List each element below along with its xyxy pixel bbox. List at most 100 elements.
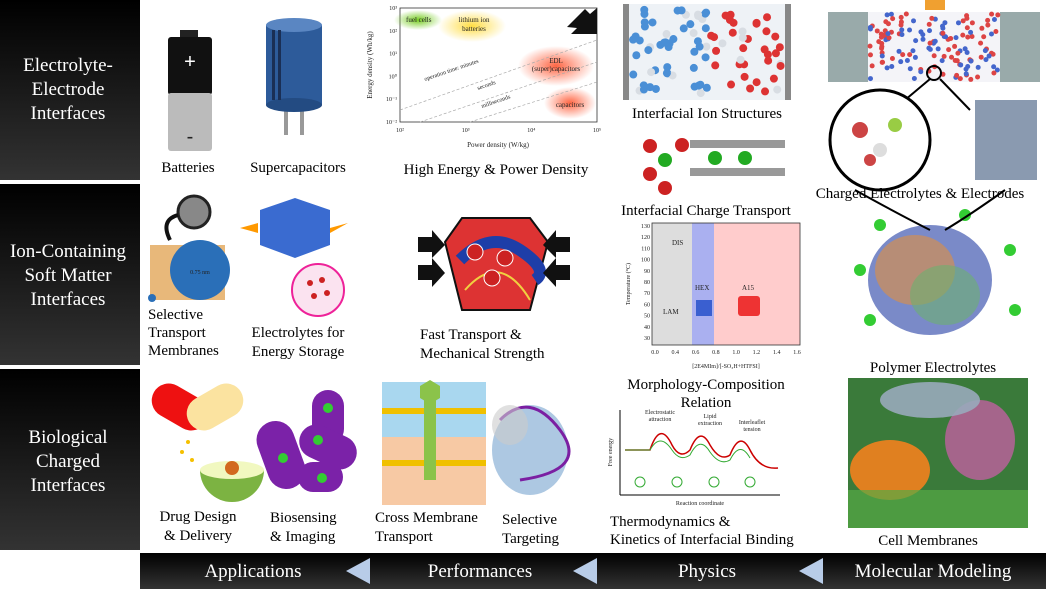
caption: Supercapacitors xyxy=(250,160,346,176)
tick-label: 60 xyxy=(644,302,650,308)
md-electrode-figure xyxy=(828,0,1040,192)
caption: Batteries xyxy=(161,160,214,176)
ion xyxy=(696,89,705,98)
atom xyxy=(989,11,995,17)
tick-label: 10¹ xyxy=(389,52,397,58)
row-label: Charged xyxy=(36,451,101,472)
row-label: Interfaces xyxy=(31,475,106,496)
electrolyte-icon xyxy=(240,198,348,317)
atom xyxy=(968,58,974,64)
atom xyxy=(982,48,988,54)
atom xyxy=(994,67,1000,73)
atom xyxy=(962,46,968,52)
atom xyxy=(978,40,984,46)
tick-label: 130 xyxy=(641,224,650,230)
atom xyxy=(981,34,987,40)
ion xyxy=(701,9,710,18)
atom xyxy=(886,35,892,41)
atom xyxy=(963,71,969,77)
row-box xyxy=(0,0,140,180)
atom xyxy=(898,22,904,28)
caption: & Delivery xyxy=(164,528,232,544)
ion xyxy=(702,83,711,92)
atom xyxy=(926,21,932,27)
ion xyxy=(663,63,672,72)
tick-label: 10² xyxy=(389,29,397,35)
atom xyxy=(884,12,890,18)
atom xyxy=(879,53,885,59)
atom xyxy=(904,57,910,63)
tick-label: 1.4 xyxy=(773,350,781,356)
atom xyxy=(899,32,905,38)
caption: High Energy & Power Density xyxy=(404,162,589,178)
atom xyxy=(903,11,909,17)
atom xyxy=(907,66,913,72)
ion xyxy=(640,22,649,31)
tick-label: 10³ xyxy=(389,6,397,12)
ion xyxy=(761,87,770,96)
atom xyxy=(867,43,873,49)
ion xyxy=(729,18,738,27)
ion xyxy=(764,56,773,65)
atom xyxy=(880,59,886,65)
tick-label: 110 xyxy=(641,246,650,252)
atom xyxy=(867,26,873,32)
atom xyxy=(876,39,882,45)
atom xyxy=(985,17,991,23)
caption: & Imaging xyxy=(270,529,336,545)
phase-label: A15 xyxy=(742,284,755,292)
atom xyxy=(995,12,1001,18)
ion xyxy=(727,80,736,89)
ion xyxy=(773,85,782,94)
atom xyxy=(955,50,961,56)
ion xyxy=(639,85,648,94)
note: Electrostatic xyxy=(645,410,675,416)
ragone-plot: fuel cells lithium ion batteries EDL (su… xyxy=(366,6,601,149)
atom xyxy=(900,52,906,58)
atom xyxy=(983,57,989,63)
tick-label: 40 xyxy=(644,325,650,331)
tick-label: 10⁻¹ xyxy=(386,97,397,103)
atom xyxy=(888,11,894,17)
ion xyxy=(736,55,745,64)
polymer-figure xyxy=(854,189,1021,335)
atom xyxy=(879,44,885,50)
ion xyxy=(690,47,699,56)
atom xyxy=(985,22,991,28)
atom xyxy=(964,49,970,55)
phase-label: HEX xyxy=(695,284,709,292)
caption: Charged Electrolytes & Electrodes xyxy=(816,186,1025,202)
protein-icon xyxy=(492,405,571,495)
capacitor-icon xyxy=(266,18,322,135)
tick-label: 1.2 xyxy=(753,350,761,356)
tick-label: 120 xyxy=(641,235,650,241)
caption: Cross Membrane xyxy=(375,510,478,526)
atom xyxy=(940,23,946,29)
region-label: lithium ion xyxy=(459,16,490,24)
ion xyxy=(644,46,653,55)
atom xyxy=(867,52,873,58)
atom xyxy=(918,29,924,35)
phase-label: LAM xyxy=(663,308,679,316)
row-label: Ion-Containing xyxy=(10,241,127,262)
atom xyxy=(965,34,971,40)
ion xyxy=(690,82,699,91)
cross-membrane-icon xyxy=(382,380,486,505)
axis-label: Energy density (Wh/kg) xyxy=(366,31,374,99)
atom xyxy=(969,20,975,26)
atom xyxy=(869,63,875,69)
ion xyxy=(721,11,730,20)
region-label: capacitors xyxy=(556,101,585,109)
atom xyxy=(896,48,902,54)
atom xyxy=(989,31,995,37)
cell-membrane-figure xyxy=(848,378,1028,528)
atom xyxy=(918,69,924,75)
atom xyxy=(969,34,975,40)
caption: Selective xyxy=(148,307,203,323)
region-label: batteries xyxy=(462,25,486,33)
ion xyxy=(740,72,749,81)
ion xyxy=(728,28,737,37)
pill-icon xyxy=(151,383,264,502)
battery-plus: + xyxy=(184,51,196,73)
tick-label: 1.0 xyxy=(732,350,740,356)
